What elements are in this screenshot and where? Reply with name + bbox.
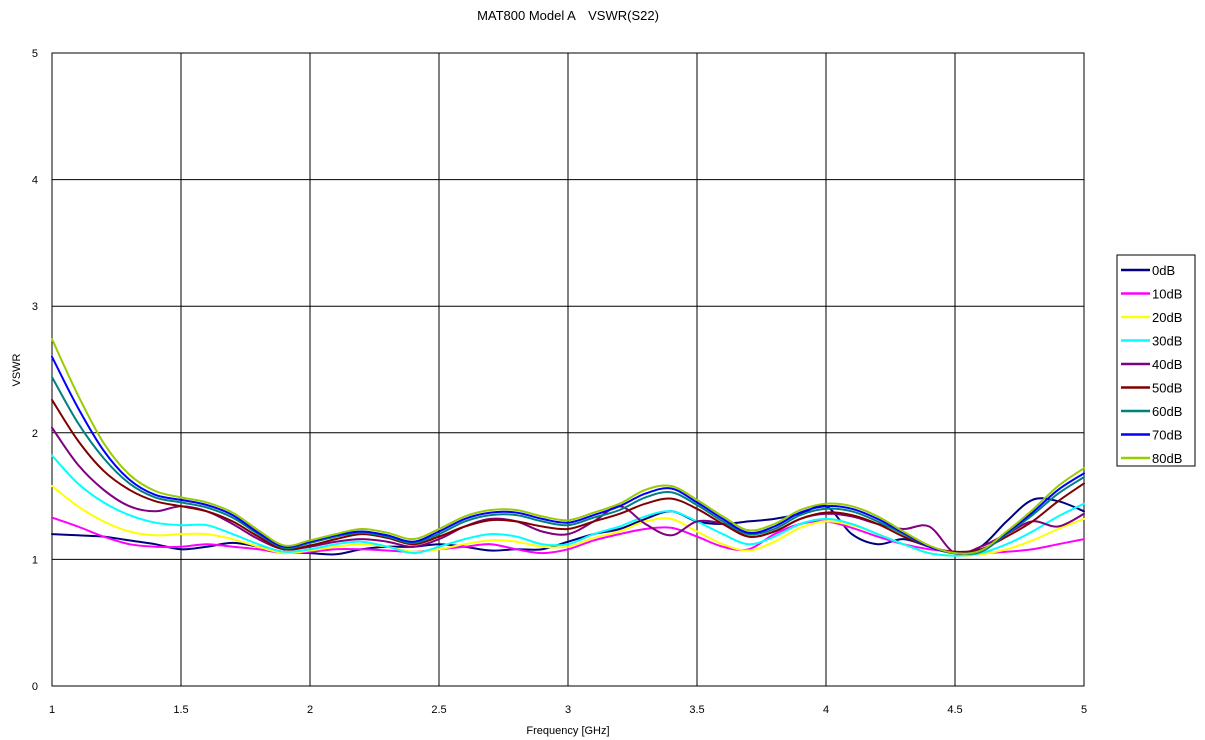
legend-box <box>1116 254 1196 467</box>
series-line-70dB <box>51 355 1085 555</box>
y-tick-label: 5 <box>32 48 38 60</box>
legend-label-30dB: 30dB <box>1152 334 1182 349</box>
chart-title: MAT800 Model A VSWR(S22) <box>477 8 659 23</box>
legend-label-50dB: 50dB <box>1152 381 1182 396</box>
x-tick-label: 4.5 <box>947 704 962 716</box>
y-axis-label: VSWR <box>11 353 23 386</box>
x-tick-label: 3 <box>565 704 571 716</box>
series-line-10dB <box>51 516 1085 555</box>
legend-label-20dB: 20dB <box>1152 310 1182 325</box>
plot-area-border <box>51 52 1085 687</box>
legend-label-0dB: 0dB <box>1152 263 1175 278</box>
grid-lines <box>51 52 1085 687</box>
legend-label-40dB: 40dB <box>1152 357 1182 372</box>
y-tick-label: 3 <box>32 301 38 313</box>
series-line-80dB <box>51 338 1085 555</box>
series-line-40dB <box>51 426 1085 555</box>
x-axis-label: Frequency [GHz] <box>526 725 609 737</box>
legend-label-70dB: 70dB <box>1152 428 1182 443</box>
x-tick-label: 4 <box>823 704 829 716</box>
series-line-50dB <box>51 398 1085 553</box>
legend: 0dB 10dB 20dB 30dB 40dB 50dB 60dB 70dB 80dB <box>1116 254 1196 467</box>
x-tick-label: 5 <box>1081 704 1087 716</box>
y-tick-label: 4 <box>32 175 38 187</box>
y-tick-label: 1 <box>32 554 38 566</box>
y-axis-ticks: 0 1 2 3 4 5 <box>32 48 38 693</box>
legend-label-10dB: 10dB <box>1152 287 1182 302</box>
x-tick-label: 2.5 <box>431 704 446 716</box>
x-tick-label: 1.5 <box>173 704 188 716</box>
legend-label-80dB: 80dB <box>1152 451 1182 466</box>
x-tick-label: 3.5 <box>689 704 704 716</box>
legend-label-60dB: 60dB <box>1152 404 1182 419</box>
series-line-30dB <box>51 454 1085 557</box>
x-tick-label: 2 <box>307 704 313 716</box>
y-tick-label: 2 <box>32 428 38 440</box>
x-axis-ticks: 1 1.5 2 2.5 3 3.5 4 4.5 5 <box>49 704 1087 716</box>
y-tick-label: 0 <box>32 681 38 693</box>
series-lines <box>51 338 1085 557</box>
x-tick-label: 1 <box>49 704 55 716</box>
